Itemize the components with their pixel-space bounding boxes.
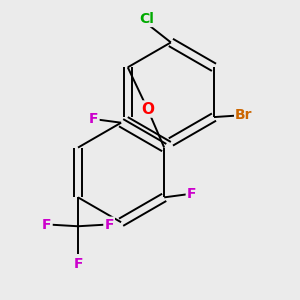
Text: F: F <box>104 218 114 232</box>
Text: F: F <box>42 218 52 232</box>
Text: F: F <box>73 257 83 272</box>
Text: Cl: Cl <box>140 12 154 26</box>
Text: Br: Br <box>235 109 253 122</box>
Text: F: F <box>89 112 99 127</box>
Text: O: O <box>141 102 154 117</box>
Text: F: F <box>187 187 196 201</box>
